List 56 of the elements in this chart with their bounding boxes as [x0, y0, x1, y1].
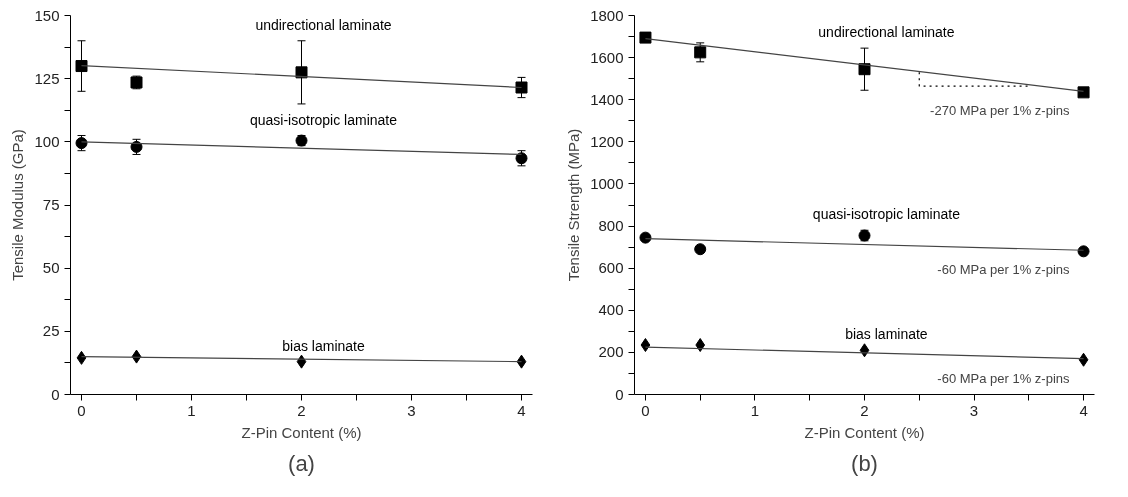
x-tick-label: 2 [297, 401, 306, 419]
y-tick-label: 75 [42, 196, 60, 213]
annotation: undirectional laminate [255, 16, 392, 33]
point [516, 354, 527, 369]
y-tick-label: 800 [598, 217, 624, 235]
point [75, 60, 88, 73]
x-tick-label: 0 [77, 401, 86, 419]
series-label: -270 MPa per 1% z-pins [930, 103, 1071, 119]
y-tick-label: 0 [615, 385, 624, 403]
y-tick-label: 400 [598, 301, 624, 319]
annotation: bias laminate [282, 337, 365, 354]
point [1077, 86, 1090, 99]
point [694, 243, 707, 256]
point [640, 338, 651, 353]
x-tick-label: 3 [969, 401, 979, 419]
x-axis-title: Z-Pin Content (%) [241, 423, 362, 441]
y-tick-label: 150 [34, 6, 60, 24]
y-axis-title: Tensile Modulus (GPa) [9, 129, 27, 281]
y-tick-label: 100 [34, 132, 60, 150]
y-tick-label: 25 [42, 322, 60, 340]
y-tick-label: 125 [34, 69, 60, 87]
x-tick-label: 4 [1079, 401, 1088, 419]
y-tick-label: 200 [598, 343, 624, 361]
y-tick-label: 1600 [590, 48, 624, 66]
text: (b) [851, 450, 878, 476]
point [695, 338, 706, 353]
x-tick-label: 0 [641, 401, 650, 419]
point [76, 350, 87, 365]
y-tick-label: 1800 [590, 6, 624, 24]
point [1077, 245, 1090, 258]
point [694, 46, 707, 59]
y-tick-label: 1000 [590, 174, 624, 192]
point [295, 66, 308, 79]
y-tick-label: 50 [42, 259, 60, 277]
annotation: quasi-isotropic laminate [812, 206, 961, 223]
y-tick-label: 1200 [590, 132, 624, 150]
annotation: undirectional laminate [818, 24, 955, 41]
y-tick-label: 1400 [590, 90, 624, 108]
x-tick-label: 2 [860, 401, 869, 419]
y-axis-title: Tensile Strength (MPa) [565, 128, 583, 282]
y-tick-label: 600 [598, 259, 624, 277]
point [1078, 352, 1089, 367]
point [639, 231, 652, 244]
x-axis-title: Z-Pin Content (%) [804, 423, 925, 441]
point [639, 31, 652, 44]
series-label: -60 MPa per 1% z-pins [937, 370, 1071, 386]
x-tick-label: 1 [750, 401, 760, 419]
y-tick-label: 0 [51, 385, 60, 403]
annotation: bias laminate [845, 326, 928, 343]
series-label: -60 MPa per 1% z-pins [937, 262, 1071, 278]
text: (a) [288, 450, 315, 476]
x-tick-label: 3 [407, 401, 416, 419]
x-tick-label: 1 [187, 401, 196, 419]
x-tick-label: 4 [517, 401, 526, 419]
annotation: quasi-isotropic laminate [249, 111, 398, 128]
point [515, 81, 528, 94]
